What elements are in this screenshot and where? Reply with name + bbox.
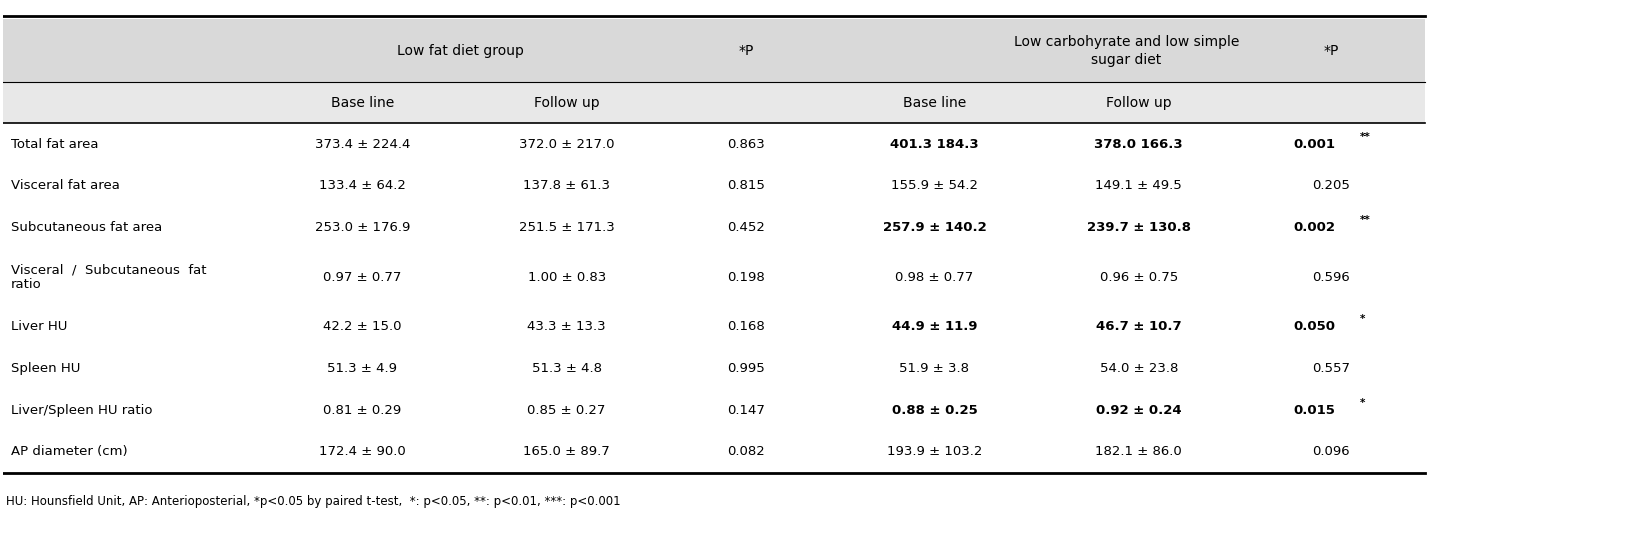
Text: 54.0 ± 23.8: 54.0 ± 23.8 [1098,362,1177,375]
Text: 0.863: 0.863 [728,138,765,151]
Bar [3,19,1424,124]
Text: 46.7 ± 10.7: 46.7 ± 10.7 [1095,320,1180,334]
Text: HU: Hounsfield Unit, AP: Anterioposterial, *p<0.05 by paired t-test,  *: p<0.05,: HU: Hounsfield Unit, AP: Anterioposteria… [7,495,620,507]
Text: Visceral fat area: Visceral fat area [11,179,120,192]
Text: 43.3 ± 13.3: 43.3 ± 13.3 [528,320,605,334]
Text: Liver/Spleen HU ratio: Liver/Spleen HU ratio [11,404,152,417]
Text: 0.002: 0.002 [1293,221,1334,234]
Text: 0.001: 0.001 [1293,138,1334,151]
Text: 0.198: 0.198 [728,271,765,284]
Text: 0.015: 0.015 [1293,404,1334,417]
Text: 0.92 ± 0.24: 0.92 ± 0.24 [1095,404,1180,417]
Text: 372.0 ± 217.0: 372.0 ± 217.0 [518,138,615,151]
Text: 0.557: 0.557 [1311,362,1349,375]
Text: 182.1 ± 86.0: 182.1 ± 86.0 [1095,445,1182,459]
Text: 0.96 ± 0.75: 0.96 ± 0.75 [1098,271,1177,284]
Text: 0.050: 0.050 [1293,320,1334,334]
Text: 0.082: 0.082 [728,445,765,459]
Text: 401.3 184.3: 401.3 184.3 [890,138,978,151]
Text: 149.1 ± 49.5: 149.1 ± 49.5 [1095,179,1182,192]
Text: 0.168: 0.168 [728,320,765,334]
Text: 51.9 ± 3.8: 51.9 ± 3.8 [898,362,969,375]
Text: 51.3 ± 4.9: 51.3 ± 4.9 [328,362,397,375]
Text: 0.88 ± 0.25: 0.88 ± 0.25 [892,404,977,417]
Text: Follow up: Follow up [534,96,600,110]
Text: 0.815: 0.815 [728,179,765,192]
Text: Low carbohyrate and low simple
sugar diet: Low carbohyrate and low simple sugar die… [1013,34,1239,67]
Text: Subcutaneous fat area: Subcutaneous fat area [11,221,162,234]
Text: Spleen HU: Spleen HU [11,362,80,375]
Text: Low fat diet group: Low fat diet group [397,44,523,58]
Text: *P: *P [1323,44,1337,58]
Text: 172.4 ± 90.0: 172.4 ± 90.0 [320,445,405,459]
Text: 44.9 ± 11.9: 44.9 ± 11.9 [892,320,977,334]
Text: 0.98 ± 0.77: 0.98 ± 0.77 [895,271,974,284]
Text: *P: *P [738,44,754,58]
Text: 51.3 ± 4.8: 51.3 ± 4.8 [531,362,602,375]
Text: 257.9 ± 140.2: 257.9 ± 140.2 [882,221,985,234]
Text: Base line: Base line [331,96,393,110]
Text: 1.00 ± 0.83: 1.00 ± 0.83 [528,271,605,284]
Text: 0.85 ± 0.27: 0.85 ± 0.27 [528,404,605,417]
Text: 0.452: 0.452 [728,221,765,234]
Text: 373.4 ± 224.4: 373.4 ± 224.4 [315,138,410,151]
Text: 251.5 ± 171.3: 251.5 ± 171.3 [518,221,615,234]
Text: 133.4 ± 64.2: 133.4 ± 64.2 [318,179,405,192]
Text: 0.096: 0.096 [1311,445,1349,459]
Text: 193.9 ± 103.2: 193.9 ± 103.2 [887,445,982,459]
Text: 0.97 ± 0.77: 0.97 ± 0.77 [323,271,402,284]
Text: **: ** [1359,215,1369,225]
Bar [3,83,1424,124]
Text: **: ** [1359,132,1369,142]
Text: 155.9 ± 54.2: 155.9 ± 54.2 [890,179,977,192]
Text: Liver HU: Liver HU [11,320,67,334]
Text: Follow up: Follow up [1105,96,1170,110]
Text: Visceral  /  Subcutaneous  fat
ratio: Visceral / Subcutaneous fat ratio [11,263,207,291]
Text: 0.81 ± 0.29: 0.81 ± 0.29 [323,404,402,417]
Text: 137.8 ± 61.3: 137.8 ± 61.3 [523,179,610,192]
Text: 253.0 ± 176.9: 253.0 ± 176.9 [315,221,410,234]
Text: 0.147: 0.147 [728,404,765,417]
Text: 239.7 ± 130.8: 239.7 ± 130.8 [1087,221,1190,234]
Text: Base line: Base line [901,96,965,110]
Text: Total fat area: Total fat area [11,138,98,151]
Text: 0.596: 0.596 [1311,271,1349,284]
Text: 42.2 ± 15.0: 42.2 ± 15.0 [323,320,402,334]
Text: 378.0 166.3: 378.0 166.3 [1093,138,1182,151]
Text: 0.205: 0.205 [1311,179,1349,192]
Text: 0.995: 0.995 [728,362,765,375]
Text: 165.0 ± 89.7: 165.0 ± 89.7 [523,445,610,459]
Text: *: * [1359,398,1364,408]
Text: AP diameter (cm): AP diameter (cm) [11,445,128,459]
Text: *: * [1359,315,1364,325]
